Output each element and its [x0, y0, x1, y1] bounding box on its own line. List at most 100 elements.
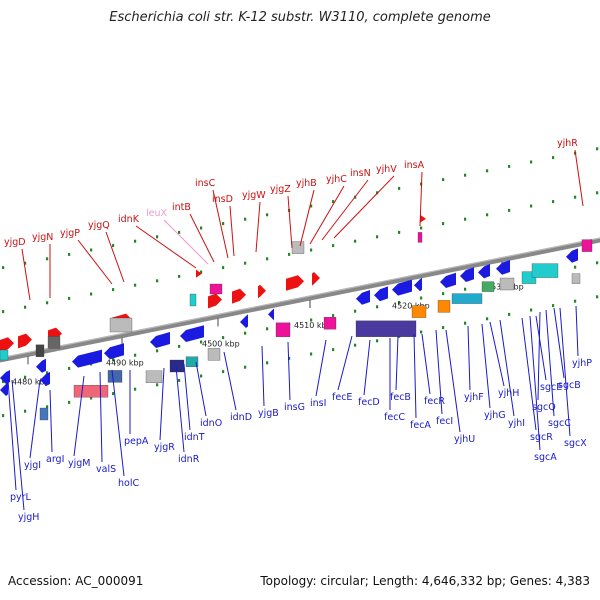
- gene-feature-box: [451, 293, 483, 304]
- forward-label-insC: insC: [195, 178, 216, 189]
- gene-feature-box: [275, 322, 291, 337]
- reverse-label-pepA: pepA: [124, 436, 149, 447]
- track-guide-dot: [222, 370, 225, 374]
- reverse-gene-arrow: [36, 358, 46, 373]
- reverse-label-fecI: fecI: [436, 416, 453, 427]
- reverse-label-leader: [535, 315, 547, 381]
- reverse-label-yjgM: yjgM: [68, 458, 91, 469]
- reverse-label-idnD: idnD: [230, 412, 252, 423]
- reverse-label-leader: [223, 351, 237, 411]
- track-guide-dot: [596, 147, 599, 151]
- gene-feature-box: [39, 407, 49, 421]
- track-guide-dot: [420, 226, 423, 230]
- forward-label-idnK: idnK: [118, 214, 140, 225]
- track-guide-dot: [200, 226, 203, 230]
- forward-label-intB: intB: [172, 202, 191, 213]
- track-guide-dot: [112, 358, 115, 362]
- forward-gene-arrow: [208, 293, 222, 309]
- track-guide-dot: [156, 279, 159, 283]
- forward-label-leader: [77, 239, 113, 285]
- track-guide-dot: [310, 204, 313, 208]
- track-guide-dot: [376, 339, 379, 343]
- track-guide-dot: [24, 409, 27, 413]
- reverse-gene-arrow: [374, 286, 388, 302]
- gene-feature-box: [417, 232, 423, 243]
- forward-gene-arrow: [18, 333, 32, 349]
- forward-gene-arrow: [232, 288, 246, 304]
- reverse-label-leader: [73, 375, 85, 457]
- forward-label-leader: [309, 185, 345, 245]
- reverse-label-leader: [467, 325, 471, 391]
- gene-feature-box: [291, 241, 305, 254]
- gene-feature-box: [185, 356, 199, 367]
- track-guide-dot: [376, 305, 379, 309]
- reverse-label-leader: [529, 315, 541, 451]
- forward-label-yjgQ: yjgQ: [88, 220, 110, 231]
- reverse-label-leader: [499, 319, 515, 417]
- forward-gene-arrow: [420, 214, 426, 224]
- reverse-label-sgcR: sgcR: [530, 432, 553, 443]
- forward-label-yjgN: yjgN: [32, 232, 53, 243]
- track-guide-dot: [68, 252, 71, 256]
- reverse-gene-arrow: [268, 307, 274, 321]
- forward-label-yjgP: yjgP: [60, 228, 80, 239]
- reverse-label-fecB: fecB: [390, 392, 411, 403]
- reverse-label-leader: [29, 379, 41, 459]
- forward-label-yjhR: yjhR: [557, 138, 578, 149]
- track-guide-dot: [68, 400, 71, 404]
- track-guide-dot: [464, 321, 467, 325]
- forward-label-yjhB: yjhB: [296, 178, 317, 189]
- forward-label-yjgZ: yjgZ: [270, 184, 291, 195]
- track-guide-dot: [90, 292, 93, 296]
- gene-feature-box: [411, 305, 427, 318]
- gene-feature-box: [355, 320, 417, 337]
- reverse-label-leader: [111, 369, 125, 477]
- reverse-label-leader: [195, 361, 207, 417]
- forward-label-leuX: leuX: [146, 208, 168, 219]
- reverse-label-sgcE: sgcE: [540, 382, 562, 393]
- track-guide-dot: [244, 261, 247, 265]
- reverse-label-holC: holC: [118, 478, 139, 489]
- gene-feature-box: [571, 273, 581, 284]
- track-guide-dot: [442, 292, 445, 296]
- reverse-label-insG: insG: [284, 402, 305, 413]
- track-guide-dot: [156, 383, 159, 387]
- track-guide-dot: [46, 301, 49, 305]
- reverse-label-idnR: idnR: [178, 454, 200, 465]
- reverse-gene-arrow: [0, 382, 8, 396]
- track-guide-dot: [178, 274, 181, 278]
- reverse-label-fecE: fecE: [332, 392, 352, 403]
- track-guide-dot: [398, 230, 401, 234]
- track-guide-dot: [266, 327, 269, 331]
- reverse-label-leader: [521, 317, 537, 431]
- track-guide-dot: [46, 257, 49, 261]
- track-guide-dot: [376, 235, 379, 239]
- reverse-label-insI: insI: [310, 398, 326, 409]
- reverse-label-leader: [363, 339, 371, 396]
- reverse-label-leader: [545, 309, 555, 417]
- track-guide-dot: [244, 217, 247, 221]
- reverse-label-yjhH: yjhH: [498, 388, 519, 399]
- reverse-label-leader: [159, 367, 165, 441]
- reverse-label-leader: [99, 371, 103, 463]
- forward-label-leader: [21, 248, 31, 301]
- reverse-gene-arrow: [566, 248, 578, 263]
- track-guide-dot: [156, 235, 159, 239]
- reverse-gene-arrow: [392, 279, 412, 296]
- track-guide-dot: [486, 213, 489, 217]
- reverse-label-yjhI: yjhI: [508, 418, 525, 429]
- track-guide-dot: [464, 287, 467, 291]
- track-guide-dot: [508, 164, 511, 168]
- reverse-label-leader: [315, 339, 327, 397]
- track-guide-dot: [420, 296, 423, 300]
- track-guide-dot: [222, 266, 225, 270]
- track-guide-dot: [574, 299, 577, 303]
- track-guide-dot: [596, 295, 599, 299]
- track-guide-dot: [530, 204, 533, 208]
- reverse-label-sgcC: sgcC: [548, 418, 571, 429]
- reverse-label-yjgB: yjgB: [258, 408, 279, 419]
- track-guide-dot: [178, 230, 181, 234]
- reverse-gene-arrow: [414, 277, 422, 292]
- track-guide-dot: [24, 261, 27, 265]
- track-guide-dot: [398, 186, 401, 190]
